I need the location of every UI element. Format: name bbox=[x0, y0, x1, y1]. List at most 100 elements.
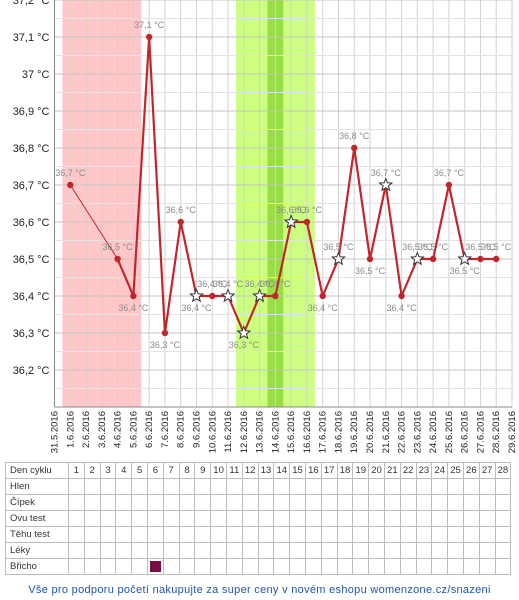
table-cell[interactable] bbox=[131, 542, 148, 559]
table-cell[interactable] bbox=[431, 478, 449, 495]
table-cell[interactable] bbox=[383, 494, 401, 511]
table-cell[interactable] bbox=[352, 558, 370, 575]
table-cell[interactable] bbox=[131, 478, 148, 495]
table-cell[interactable] bbox=[68, 478, 85, 495]
table-cell[interactable] bbox=[320, 526, 338, 543]
table-cell[interactable] bbox=[336, 558, 354, 575]
table-cell[interactable] bbox=[289, 510, 306, 527]
table-cell[interactable] bbox=[352, 494, 370, 511]
table-cell[interactable] bbox=[352, 526, 370, 543]
table-cell[interactable] bbox=[478, 526, 496, 543]
table-cell[interactable] bbox=[210, 494, 227, 511]
table-cell[interactable] bbox=[225, 510, 243, 527]
table-cell[interactable] bbox=[194, 478, 212, 495]
table-cell[interactable] bbox=[210, 526, 227, 543]
table-cell[interactable] bbox=[304, 510, 322, 527]
table-cell[interactable] bbox=[304, 478, 322, 495]
table-cell[interactable] bbox=[210, 478, 227, 495]
table-cell[interactable] bbox=[115, 510, 133, 527]
table-cell[interactable] bbox=[447, 478, 464, 495]
table-cell[interactable] bbox=[336, 494, 354, 511]
table-cell[interactable] bbox=[352, 510, 370, 527]
table-cell[interactable] bbox=[478, 542, 496, 559]
table-cell[interactable] bbox=[478, 510, 496, 527]
table-cell[interactable] bbox=[131, 526, 148, 543]
table-cell[interactable] bbox=[241, 558, 259, 575]
table-cell[interactable] bbox=[83, 558, 101, 575]
table-cell[interactable] bbox=[447, 510, 464, 527]
table-cell[interactable] bbox=[115, 494, 133, 511]
table-cell[interactable] bbox=[68, 494, 85, 511]
table-cell[interactable] bbox=[478, 478, 496, 495]
table-cell[interactable] bbox=[178, 526, 196, 543]
table-cell[interactable] bbox=[225, 558, 243, 575]
table-cell[interactable] bbox=[494, 526, 512, 543]
table-cell[interactable] bbox=[447, 494, 464, 511]
table-cell[interactable] bbox=[304, 526, 322, 543]
table-cell[interactable] bbox=[462, 526, 480, 543]
table-cell[interactable] bbox=[415, 510, 433, 527]
table-cell[interactable] bbox=[178, 494, 196, 511]
table-cell[interactable] bbox=[257, 478, 275, 495]
table-cell[interactable] bbox=[447, 542, 464, 559]
table-cell[interactable] bbox=[494, 510, 512, 527]
table-cell[interactable] bbox=[289, 542, 306, 559]
table-cell[interactable] bbox=[146, 478, 164, 495]
table-cell[interactable] bbox=[257, 558, 275, 575]
table-cell[interactable] bbox=[494, 494, 512, 511]
table-cell[interactable] bbox=[399, 558, 417, 575]
table-cell[interactable] bbox=[68, 558, 85, 575]
table-cell[interactable] bbox=[462, 494, 480, 511]
table-cell[interactable] bbox=[83, 542, 101, 559]
table-cell[interactable] bbox=[383, 558, 401, 575]
table-cell[interactable] bbox=[447, 526, 464, 543]
table-cell[interactable] bbox=[162, 510, 180, 527]
table-cell[interactable] bbox=[115, 542, 133, 559]
table-cell[interactable] bbox=[415, 526, 433, 543]
table-cell[interactable] bbox=[225, 494, 243, 511]
table-cell[interactable] bbox=[399, 542, 417, 559]
table-cell[interactable] bbox=[478, 558, 496, 575]
table-cell[interactable] bbox=[304, 494, 322, 511]
table-cell[interactable] bbox=[289, 558, 306, 575]
table-cell[interactable] bbox=[162, 526, 180, 543]
table-cell[interactable] bbox=[336, 526, 354, 543]
table-cell[interactable] bbox=[494, 542, 512, 559]
table-cell[interactable] bbox=[304, 542, 322, 559]
table-cell[interactable] bbox=[131, 558, 148, 575]
table-cell[interactable] bbox=[320, 478, 338, 495]
table-cell[interactable] bbox=[194, 494, 212, 511]
table-cell[interactable] bbox=[194, 542, 212, 559]
table-cell[interactable] bbox=[131, 494, 148, 511]
table-cell[interactable] bbox=[273, 494, 291, 511]
table-cell[interactable] bbox=[368, 494, 385, 511]
table-cell[interactable] bbox=[478, 494, 496, 511]
table-cell[interactable] bbox=[415, 542, 433, 559]
table-cell[interactable] bbox=[162, 558, 180, 575]
table-cell[interactable] bbox=[383, 526, 401, 543]
table-cell[interactable] bbox=[146, 494, 164, 511]
eshop-promo-link[interactable]: Vše pro podporu početí nakupujte za supe… bbox=[28, 584, 491, 596]
table-cell[interactable] bbox=[162, 478, 180, 495]
table-cell[interactable] bbox=[383, 510, 401, 527]
table-cell[interactable] bbox=[99, 510, 117, 527]
table-cell[interactable] bbox=[225, 526, 243, 543]
table-cell[interactable] bbox=[431, 510, 449, 527]
table-cell[interactable] bbox=[273, 526, 291, 543]
table-cell[interactable] bbox=[99, 558, 117, 575]
table-cell[interactable] bbox=[257, 542, 275, 559]
table-cell[interactable] bbox=[99, 478, 117, 495]
table-cell[interactable] bbox=[115, 478, 133, 495]
table-cell[interactable] bbox=[99, 494, 117, 511]
table-cell[interactable] bbox=[146, 542, 164, 559]
table-cell[interactable] bbox=[257, 526, 275, 543]
table-cell[interactable] bbox=[462, 510, 480, 527]
table-cell[interactable] bbox=[162, 542, 180, 559]
table-cell[interactable] bbox=[178, 558, 196, 575]
table-cell[interactable] bbox=[83, 526, 101, 543]
table-cell[interactable] bbox=[494, 478, 512, 495]
table-cell[interactable] bbox=[368, 542, 385, 559]
table-cell[interactable] bbox=[368, 510, 385, 527]
table-cell[interactable] bbox=[178, 478, 196, 495]
table-cell[interactable] bbox=[289, 478, 306, 495]
